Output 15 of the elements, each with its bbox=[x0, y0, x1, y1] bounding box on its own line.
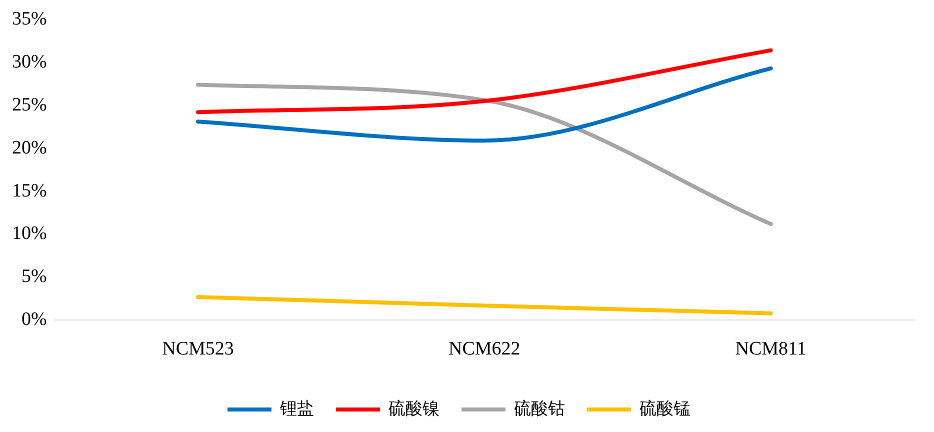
x-tick-label: NCM523 bbox=[162, 338, 234, 360]
legend-label: 硫酸钴 bbox=[514, 398, 565, 418]
legend-label: 锂盐 bbox=[279, 398, 314, 418]
y-tick-label: 25% bbox=[12, 94, 47, 116]
y-tick-label: 0% bbox=[22, 309, 47, 330]
y-tick-label: 10% bbox=[12, 223, 47, 244]
y-tick-label: 5% bbox=[22, 266, 47, 288]
legend-label: 硫酸锰 bbox=[640, 398, 690, 418]
y-tick-label: 35% bbox=[12, 8, 47, 30]
y-tick-label: 20% bbox=[12, 137, 47, 158]
legend-label: 硫酸镍 bbox=[388, 398, 440, 418]
y-tick-label: 15% bbox=[12, 180, 47, 202]
y-tick-label: 30% bbox=[12, 51, 47, 72]
x-tick-label: NCM622 bbox=[448, 338, 520, 360]
x-tick-label: NCM811 bbox=[735, 338, 806, 360]
